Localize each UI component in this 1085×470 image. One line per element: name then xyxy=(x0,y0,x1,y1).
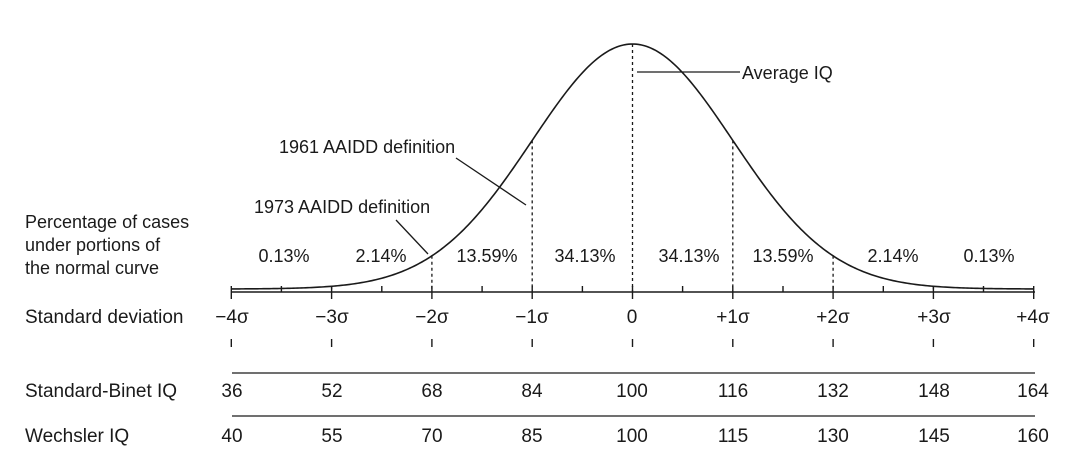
normal-curve-diagram: Average IQ 1961 AAIDD definition 1973 AA… xyxy=(0,0,1085,470)
wechsler-tick-label: 70 xyxy=(421,426,442,447)
sd-tick-label: −2σ xyxy=(415,307,449,328)
sd-tick-label: +3σ xyxy=(917,307,951,328)
wechsler-row-label: Wechsler IQ xyxy=(25,426,129,447)
percentage-value: 2.14% xyxy=(355,246,406,266)
percentage-label-line-1: Percentage of cases xyxy=(25,212,189,232)
binet-tick-label: 164 xyxy=(1017,381,1049,402)
sd-tick-label: −4σ xyxy=(215,307,249,328)
sd-tick-label: −1σ xyxy=(515,307,549,328)
wechsler-tick-label: 55 xyxy=(321,426,342,447)
binet-tick-label: 52 xyxy=(321,381,342,402)
sd-tick-label: +2σ xyxy=(816,307,850,328)
percentage-value: 0.13% xyxy=(963,246,1014,266)
sd-tick-label: 0 xyxy=(627,307,638,328)
binet-tick-label: 36 xyxy=(221,381,242,402)
sd-tick-label: +1σ xyxy=(716,307,750,328)
wechsler-tick-label: 85 xyxy=(521,426,542,447)
wechsler-tick-label: 115 xyxy=(718,426,748,447)
percentage-label-line-3: the normal curve xyxy=(25,258,159,278)
def-1973-label: 1973 AAIDD definition xyxy=(254,197,430,217)
annotation-leaders xyxy=(396,72,740,254)
percentage-label-line-2: under portions of xyxy=(25,235,161,255)
sd-row-label: Standard deviation xyxy=(25,307,183,328)
binet-tick-label: 68 xyxy=(421,381,442,402)
binet-tick-label: 84 xyxy=(521,381,543,402)
binet-tick-label: 132 xyxy=(817,381,849,402)
def-1961-label: 1961 AAIDD definition xyxy=(279,137,455,157)
wechsler-tick-label: 145 xyxy=(918,426,950,447)
binet-tick-labels: 36 52 68 84 100 116 132 148 164 xyxy=(221,381,1049,402)
binet-tick-label: 148 xyxy=(918,381,950,402)
percentage-value: 13.59% xyxy=(456,246,517,266)
wechsler-tick-label: 130 xyxy=(817,426,849,447)
percentage-value: 0.13% xyxy=(258,246,309,266)
sd-tick-labels: −4σ −3σ −2σ −1σ 0 +1σ +2σ +3σ +4σ xyxy=(215,307,1050,328)
percentage-values: 0.13% 2.14% 13.59% 34.13% 34.13% 13.59% … xyxy=(258,246,1014,266)
separator-marks xyxy=(231,339,1033,347)
percentage-value: 2.14% xyxy=(867,246,918,266)
wechsler-tick-label: 100 xyxy=(616,426,648,447)
percentage-value: 34.13% xyxy=(658,246,719,266)
wechsler-tick-labels: 40 55 70 85 100 115 130 145 160 xyxy=(221,426,1048,447)
sd-tick-label: −3σ xyxy=(315,307,349,328)
binet-tick-label: 116 xyxy=(718,381,748,402)
percentage-value: 13.59% xyxy=(752,246,813,266)
average-iq-label: Average IQ xyxy=(742,63,833,83)
wechsler-tick-label: 40 xyxy=(221,426,242,447)
sigma-dotted-lines xyxy=(332,44,934,291)
sd-tick-label: +4σ xyxy=(1016,307,1050,328)
binet-tick-label: 100 xyxy=(616,381,648,402)
percentage-value: 34.13% xyxy=(554,246,615,266)
binet-row-label: Standard-Binet IQ xyxy=(25,381,177,402)
wechsler-tick-label: 160 xyxy=(1017,426,1049,447)
